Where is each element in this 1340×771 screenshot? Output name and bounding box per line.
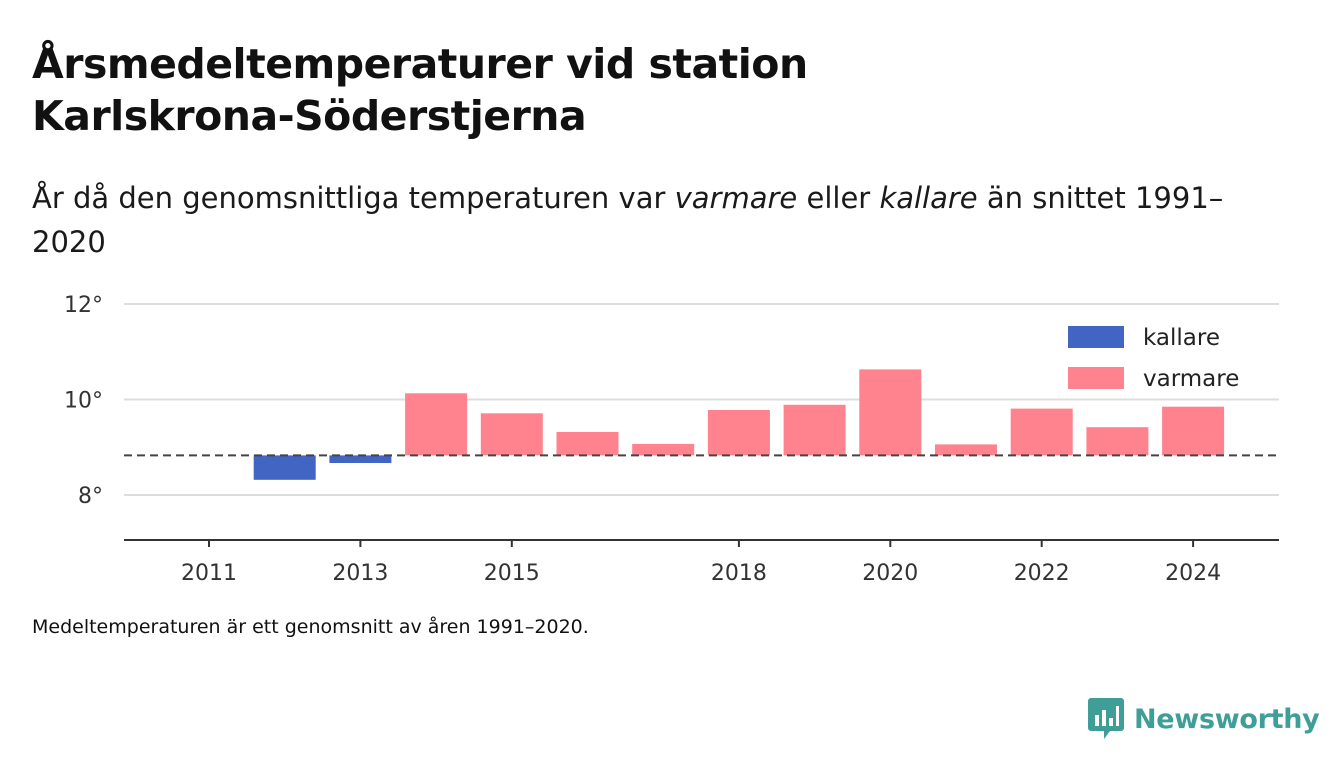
x-tick-label: 2022 (1014, 561, 1070, 586)
bar-2018 (707, 410, 770, 456)
footnote: Medeltemperaturen är ett genomsnitt av å… (32, 616, 589, 638)
x-tick-label: 2024 (1165, 561, 1221, 586)
legend-swatch-varmare (1068, 367, 1124, 389)
y-tick-label: 10° (64, 389, 103, 414)
bar-2023 (1086, 427, 1149, 456)
bar-2019 (783, 404, 846, 456)
y-tick-label: 12° (64, 293, 103, 318)
bar-2014 (405, 393, 468, 456)
x-axis-ticks: 2011 2013 2015 2018 2020 2022 2024 (181, 540, 1221, 586)
subtitle-part-1: År då den genomsnittliga temperaturen va… (32, 181, 675, 215)
bar-2020 (859, 369, 922, 456)
x-tick-label: 2020 (862, 561, 918, 586)
bar-chart: 8° 10° 12° 2011 2013 2015 2018 2020 2022 2024 ka… (64, 293, 1279, 586)
bar-2015 (480, 413, 543, 456)
bar-2012 (253, 455, 316, 480)
chart-subtitle: År då den genomsnittliga temperaturen va… (32, 176, 1252, 264)
brand-name: Newsworthy (1134, 703, 1320, 735)
bar-2024 (1162, 406, 1225, 456)
newsworthy-logo[interactable]: Newsworthy (1088, 698, 1320, 740)
legend-label-varmare: varmare (1143, 366, 1239, 392)
subtitle-warm-word: varmare (674, 181, 798, 215)
x-tick-label: 2018 (711, 561, 767, 586)
subtitle-cold-word: kallare (879, 181, 978, 215)
bar-2022 (1010, 408, 1073, 456)
bar-2016 (556, 432, 619, 456)
y-tick-label: 8° (78, 484, 103, 509)
y-axis-ticks: 8° 10° 12° (64, 293, 103, 509)
subtitle-part-3: än snittet 1991–2020 (32, 181, 1224, 259)
legend: kallare varmare (1068, 325, 1239, 392)
x-tick-label: 2013 (332, 561, 388, 586)
newsworthy-chart-icon (1088, 698, 1124, 739)
legend-label-kallare: kallare (1143, 325, 1220, 351)
subtitle-part-2: eller (797, 181, 880, 215)
chart-title: Årsmedeltemperaturer vid station Karlskr… (32, 40, 808, 140)
grid-lines (124, 303, 1279, 496)
bars (253, 369, 1225, 480)
bar-2017 (632, 443, 695, 456)
legend-swatch-kallare (1068, 326, 1124, 348)
bar-2021 (935, 444, 997, 456)
bar-2013 (329, 455, 392, 463)
x-tick-label: 2015 (484, 561, 540, 586)
x-tick-label: 2011 (181, 561, 237, 586)
